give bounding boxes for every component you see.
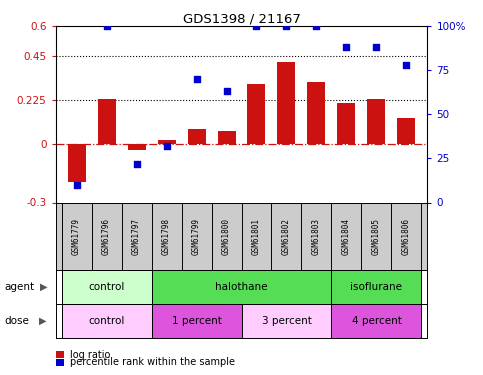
Text: GSM61796: GSM61796 [102,218,111,255]
Bar [61,304,152,338]
Text: GSM61797: GSM61797 [132,218,141,255]
Bar [152,270,331,304]
Text: percentile rank within the sample: percentile rank within the sample [70,357,235,367]
Title: GDS1398 / 21167: GDS1398 / 21167 [183,12,300,25]
Bar [242,304,331,338]
Point [133,161,141,167]
Text: GSM61802: GSM61802 [282,218,291,255]
Bar [398,118,415,144]
Text: halothane: halothane [215,282,268,292]
Bar [217,131,236,144]
Bar [152,304,242,338]
Bar [331,270,422,304]
Point [403,62,411,68]
Bar [338,103,355,144]
Text: GSM61803: GSM61803 [312,218,321,255]
Text: GSM61804: GSM61804 [342,218,351,255]
Text: GSM61801: GSM61801 [252,218,261,255]
Text: agent: agent [5,282,35,292]
Bar [278,62,296,144]
Bar [61,270,152,304]
Point [342,44,350,50]
Bar [368,99,385,144]
Bar [98,99,115,144]
Bar [247,84,266,144]
Text: GSM61800: GSM61800 [222,218,231,255]
Text: ▶: ▶ [39,316,46,326]
Bar [187,129,205,144]
Text: control: control [88,316,125,326]
Bar [157,140,175,144]
Text: ▶: ▶ [40,282,48,292]
Point [103,23,111,29]
Text: GSM61779: GSM61779 [72,218,81,255]
Point [193,76,200,82]
Text: 1 percent: 1 percent [171,316,221,326]
Point [253,23,260,29]
Point [163,143,170,149]
Text: GSM61805: GSM61805 [372,218,381,255]
Point [72,182,80,188]
Bar [308,82,326,144]
Bar [331,304,422,338]
Point [313,23,320,29]
Text: GSM61798: GSM61798 [162,218,171,255]
Text: 3 percent: 3 percent [262,316,312,326]
Text: log ratio: log ratio [70,350,111,360]
Point [283,23,290,29]
Text: dose: dose [5,316,30,326]
Text: GSM61799: GSM61799 [192,218,201,255]
Bar [68,144,85,182]
Text: GSM61806: GSM61806 [402,218,411,255]
Bar [128,144,145,150]
Point [372,44,380,50]
Text: isoflurane: isoflurane [351,282,402,292]
Point [223,88,230,94]
Text: 4 percent: 4 percent [352,316,401,326]
Text: control: control [88,282,125,292]
